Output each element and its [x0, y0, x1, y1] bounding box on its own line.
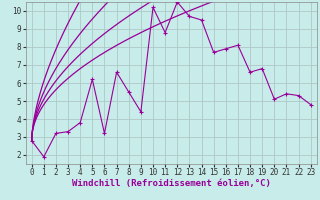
X-axis label: Windchill (Refroidissement éolien,°C): Windchill (Refroidissement éolien,°C) — [72, 179, 271, 188]
